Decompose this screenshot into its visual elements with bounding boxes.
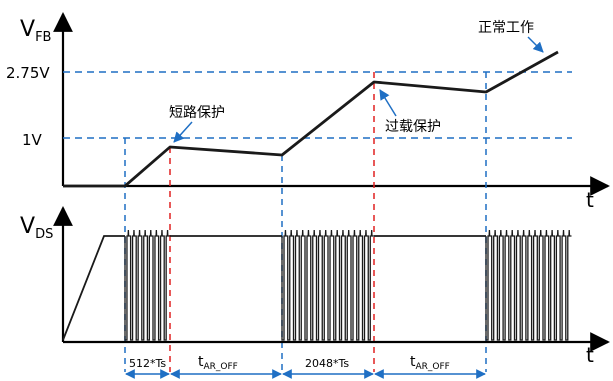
top-x-axis-label: t [586, 188, 594, 212]
vds-startup-ramp [62, 235, 125, 341]
annotation-normal-work: 正常工作 [478, 20, 534, 36]
annotation-overload-arrow [379, 89, 397, 117]
vds-pulse-train-1 [124, 229, 170, 341]
annotation-normal-arrow [527, 36, 544, 53]
vds-pulse-train-3 [485, 229, 572, 341]
top-y-axis-label: VFB [20, 17, 51, 45]
level-label-2-75v: 2.75V [6, 64, 50, 82]
interval-label-tar-off-2: tAR_OFF [410, 354, 450, 372]
annotation-overload-protect: 过载保护 [385, 119, 441, 135]
annotation-short-arrow [173, 121, 193, 143]
interval-label-512ts: 512*Ts [129, 357, 166, 370]
interval-label-tar-off-1: tAR_OFF [198, 354, 238, 372]
vds-pulse-train-2 [281, 229, 374, 341]
annotation-short-protect: 短路保护 [169, 105, 225, 121]
level-label-1v: 1V [22, 131, 43, 149]
bottom-y-axis-label: VDS [20, 214, 53, 242]
interval-label-2048ts: 2048*Ts [305, 357, 349, 370]
vfb-waveform [63, 50, 559, 188]
bottom-x-axis-label: t [586, 343, 594, 367]
